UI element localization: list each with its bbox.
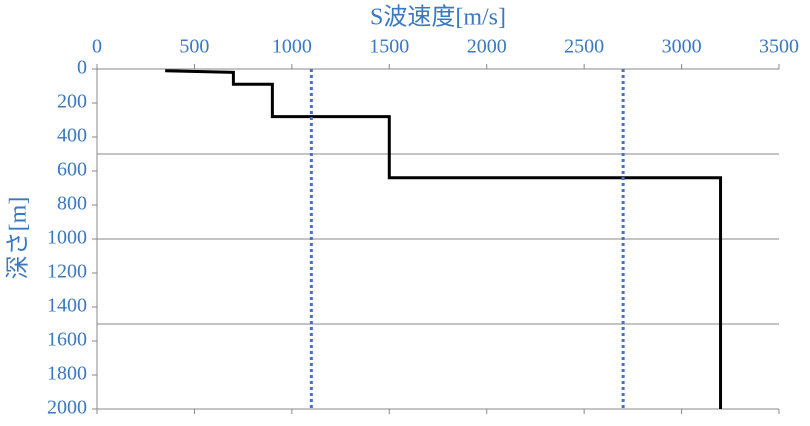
y-tick-label: 400 — [57, 125, 87, 147]
y-tick-label: 200 — [57, 91, 87, 113]
y-tick-label: 600 — [57, 159, 87, 181]
x-tick-label: 0 — [92, 36, 102, 58]
y-tick-label: 1600 — [47, 329, 87, 351]
y-tick-label: 1400 — [47, 295, 87, 317]
y-tick-label: 2000 — [47, 397, 87, 419]
x-tick-label: 2000 — [467, 36, 507, 58]
y-tick-label: 1200 — [47, 261, 87, 283]
x-axis-title: S波速度[m/s] — [370, 4, 506, 31]
y-tick-label: 800 — [57, 193, 87, 215]
x-tick-label: 2500 — [564, 36, 604, 58]
y-tick-label: 1800 — [47, 363, 87, 385]
y-tick-label: 0 — [77, 57, 87, 79]
x-tick-label: 1500 — [369, 36, 409, 58]
y-axis-title: 深さ[m] — [5, 197, 32, 280]
x-tick-label: 3000 — [662, 36, 702, 58]
x-tick-label: 1000 — [272, 36, 312, 58]
y-tick-label: 1000 — [47, 227, 87, 249]
x-tick-label: 500 — [179, 36, 209, 58]
velocity-line — [165, 69, 723, 409]
x-tick-label: 3500 — [759, 36, 799, 58]
